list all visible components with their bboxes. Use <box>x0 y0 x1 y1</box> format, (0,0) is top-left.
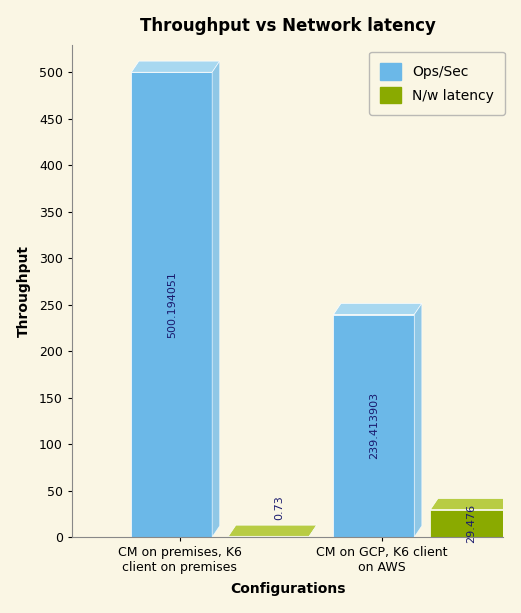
Polygon shape <box>430 498 519 509</box>
Text: 239.413903: 239.413903 <box>369 392 379 459</box>
Polygon shape <box>228 525 317 536</box>
Text: 0.73: 0.73 <box>274 496 284 520</box>
Bar <box>228 536 309 537</box>
Polygon shape <box>511 498 519 537</box>
Legend: Ops/Sec, N/w latency: Ops/Sec, N/w latency <box>369 51 505 115</box>
Polygon shape <box>309 525 317 537</box>
Bar <box>430 509 511 537</box>
Polygon shape <box>414 303 422 537</box>
Bar <box>131 72 212 537</box>
Polygon shape <box>131 61 220 72</box>
Y-axis label: Throughput: Throughput <box>17 245 31 337</box>
Polygon shape <box>212 61 220 537</box>
X-axis label: Configurations: Configurations <box>230 582 345 596</box>
Polygon shape <box>333 303 422 314</box>
Title: Throughput vs Network latency: Throughput vs Network latency <box>140 17 436 35</box>
Text: 500.194051: 500.194051 <box>167 271 177 338</box>
Text: 29.476: 29.476 <box>466 504 476 543</box>
Bar <box>333 314 414 537</box>
